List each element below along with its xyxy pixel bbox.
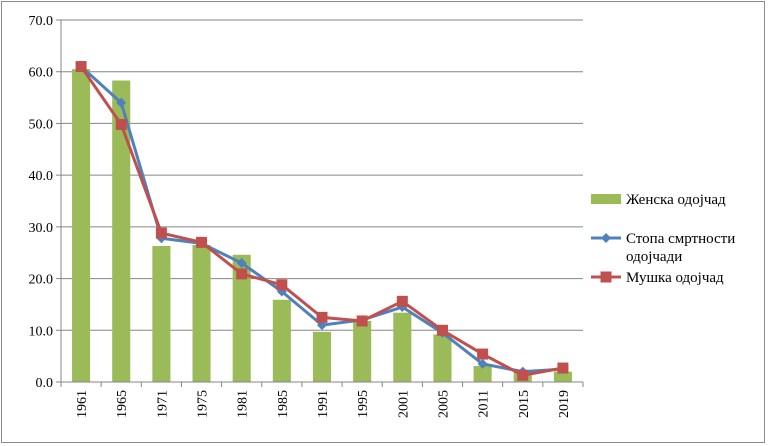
x-tick-label: 2011 <box>477 390 492 417</box>
x-tick-labels: 1961 1965 1971 1975 1981 1985 1991 1995 2001 2005… <box>75 390 572 418</box>
y-tick-label: 20.0 <box>29 273 54 288</box>
x-tick-label: 1995 <box>356 390 371 418</box>
x-tick-label: 1985 <box>276 390 291 418</box>
bar <box>393 312 412 382</box>
legend-label: Мушка одојчад <box>626 270 724 286</box>
bar <box>433 334 452 382</box>
data-point <box>477 358 488 369</box>
line-series <box>75 61 569 381</box>
data-point <box>115 118 127 130</box>
data-point <box>356 315 368 327</box>
legend-label: Женска одојчад <box>626 192 726 208</box>
bar <box>272 299 291 382</box>
legend-label: одојчади <box>626 249 682 265</box>
bar <box>353 320 372 382</box>
x-tick-label: 1971 <box>155 390 170 418</box>
axes <box>56 19 584 387</box>
y-tick-label: 10.0 <box>29 324 54 339</box>
legend: Женска одојчад Стопа смртности одојчади Муш… <box>591 192 735 286</box>
legend-marker <box>600 271 612 283</box>
bar <box>473 365 492 382</box>
data-point <box>116 97 127 108</box>
y-tick-label: 40.0 <box>29 169 54 184</box>
bar <box>152 245 171 382</box>
y-tick-labels: 0.0 10.0 20.0 30.0 40.0 50.0 60.0 70.0 <box>29 14 54 391</box>
x-tick-label: 1981 <box>236 390 251 418</box>
x-tick-label: 1991 <box>316 390 331 418</box>
legend-swatch <box>591 194 621 204</box>
bar <box>72 69 91 382</box>
x-tick-label: 1965 <box>115 390 130 418</box>
gridlines <box>61 19 583 331</box>
y-tick-label: 60.0 <box>29 66 54 81</box>
data-point <box>276 279 288 291</box>
data-point <box>316 311 328 323</box>
data-point <box>396 295 408 307</box>
x-tick-label: 1975 <box>196 390 211 418</box>
data-point <box>236 258 247 269</box>
bar <box>112 80 131 383</box>
y-tick-label: 0.0 <box>36 376 54 391</box>
data-point <box>557 362 569 374</box>
x-tick-label: 2001 <box>396 390 411 418</box>
data-point <box>155 227 167 239</box>
data-point <box>196 236 208 248</box>
y-tick-label: 50.0 <box>29 117 54 132</box>
x-tick-label: 2019 <box>557 390 572 418</box>
data-point <box>236 268 248 280</box>
data-point <box>517 369 529 381</box>
data-point <box>477 348 489 360</box>
y-tick-label: 70.0 <box>29 14 54 29</box>
legend-marker <box>601 233 611 243</box>
bar-series <box>72 69 572 383</box>
bar <box>232 254 251 382</box>
x-tick-label: 1961 <box>75 390 90 418</box>
bar <box>553 371 572 382</box>
x-tick-label: 2015 <box>517 390 532 418</box>
bar <box>312 331 332 382</box>
data-point <box>75 61 87 73</box>
x-tick-label: 2005 <box>436 390 451 418</box>
bar <box>192 244 211 382</box>
data-point <box>436 324 448 336</box>
y-tick-label: 30.0 <box>29 221 54 236</box>
legend-label: Стопа смртности <box>626 231 735 247</box>
